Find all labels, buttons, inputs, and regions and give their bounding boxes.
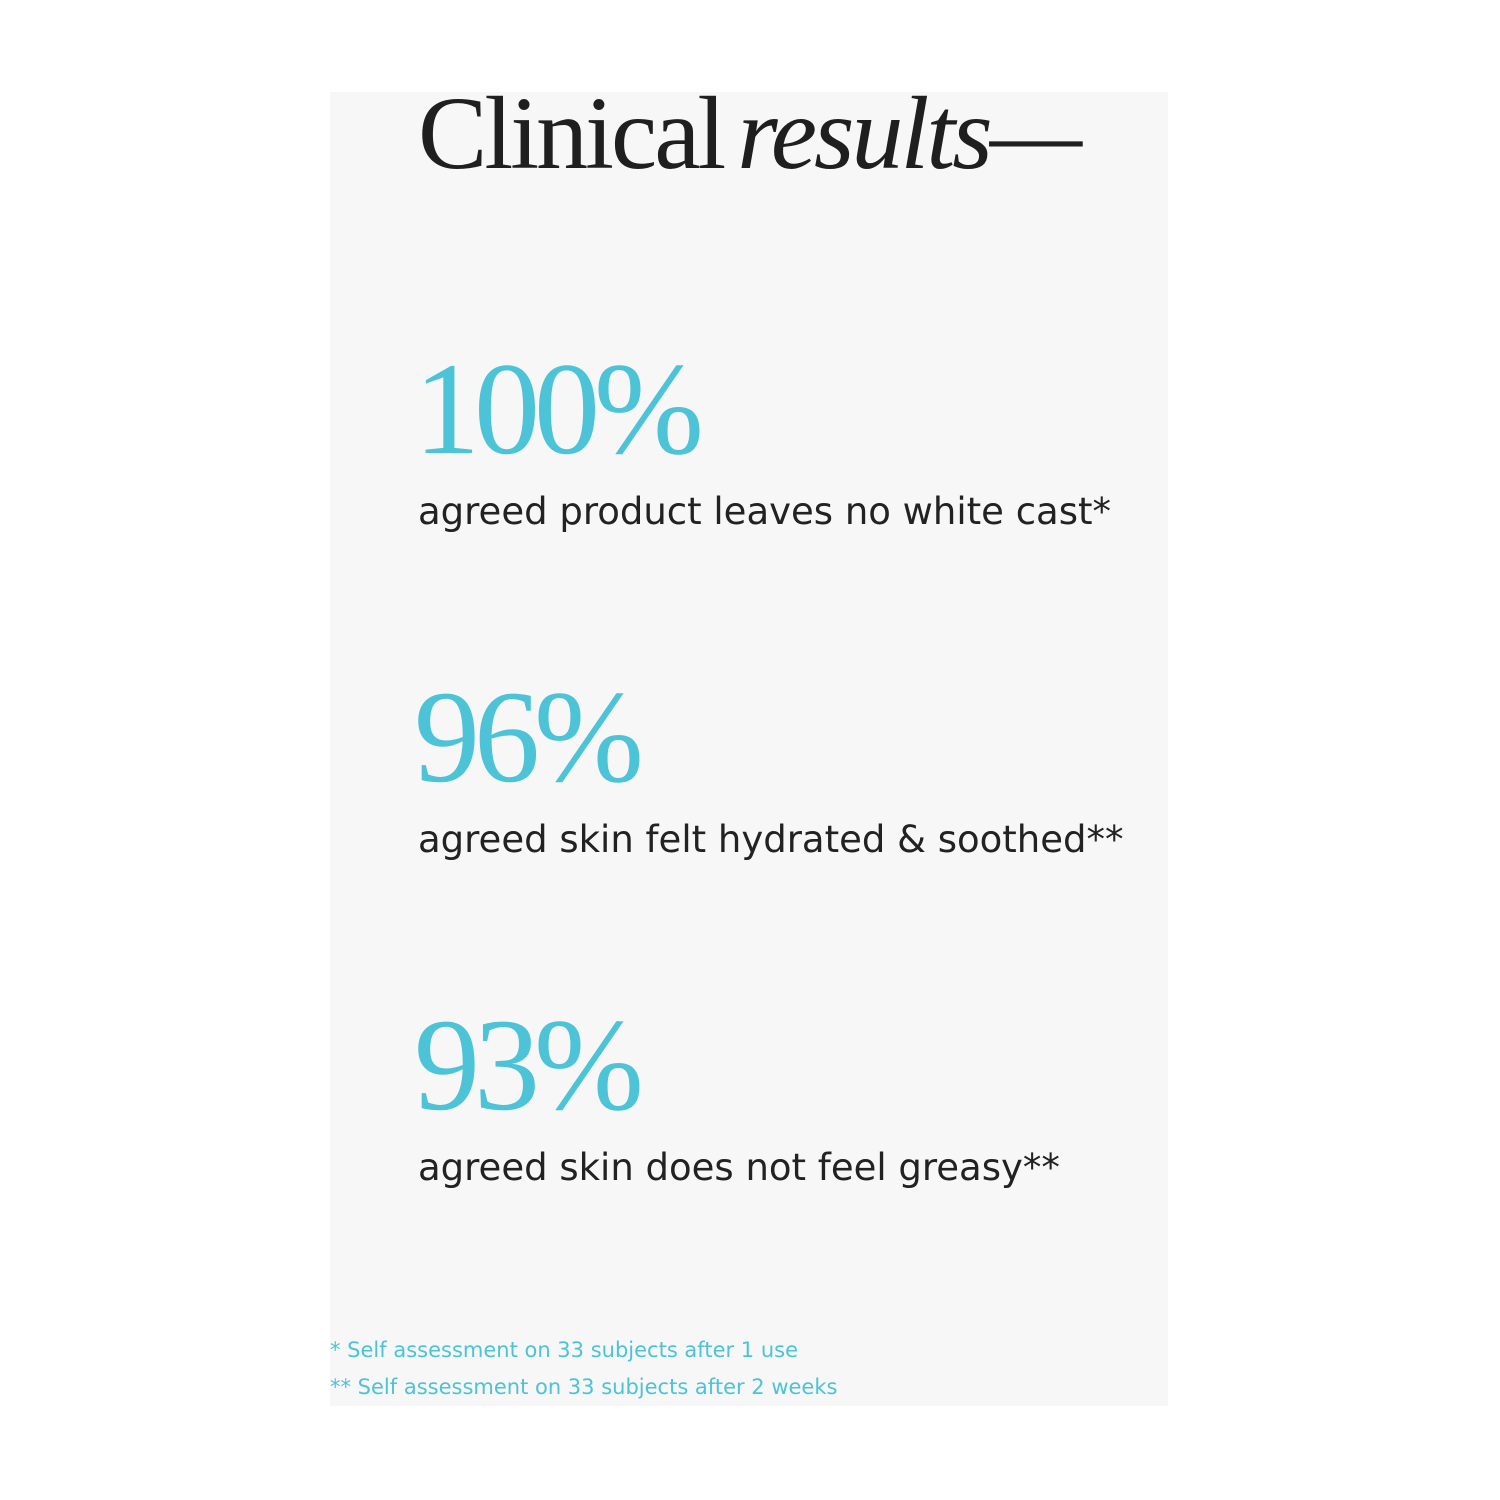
title-italic: results—: [737, 76, 1082, 191]
stat-description: agreed skin does not feel greasy**: [418, 1146, 1060, 1189]
footnote: ** Self assessment on 33 subjects after …: [330, 1375, 838, 1399]
panel: [330, 92, 1168, 1406]
stat-description: agreed product leaves no white cast*: [418, 490, 1111, 533]
stat-description: agreed skin felt hydrated & soothed**: [418, 818, 1124, 861]
stat-value: 100%: [414, 335, 704, 482]
title-regular: Clinical: [418, 76, 726, 191]
footnote: * Self assessment on 33 subjects after 1…: [330, 1338, 798, 1362]
title: Clinical results—: [418, 82, 1082, 186]
stat-value: 93%: [414, 991, 644, 1138]
stat-value: 96%: [414, 663, 644, 810]
